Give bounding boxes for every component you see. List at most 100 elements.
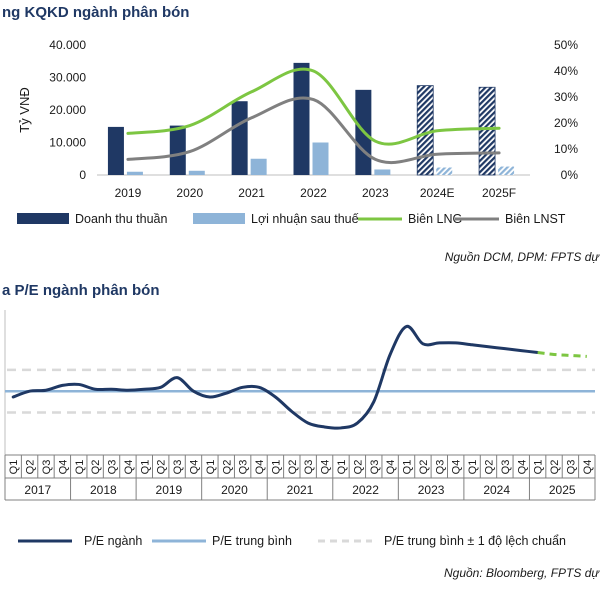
bar-profit-2024E — [436, 167, 453, 175]
chart1-left-axis: 0 10.000 20.000 30.000 40.000 — [49, 38, 86, 182]
legend-label-pe-avg: P/E trung bình — [212, 534, 292, 548]
chart2-year-label: 2020 — [221, 483, 248, 497]
chart1-y-tick: 40.000 — [49, 38, 86, 52]
chart1-x-tick: 2024E — [420, 186, 455, 200]
chart2-quarter-label: Q2 — [221, 460, 233, 475]
bar-profit-2022 — [312, 142, 329, 175]
chart1-y2-tick: 10% — [554, 142, 578, 156]
chart1-x-tick: 2022 — [300, 186, 327, 200]
bar-profit-2019 — [126, 171, 143, 175]
bar-profit-2023 — [374, 169, 391, 175]
chart1-title: ng KQKD ngành phân bón — [2, 4, 189, 21]
line-net-margin — [126, 96, 501, 165]
chart2-year-label: 2017 — [24, 483, 51, 497]
legend-label-pe: P/E ngành — [84, 534, 142, 548]
bar-revenue-2021 — [231, 101, 248, 175]
chart2-quarter-label: Q3 — [565, 460, 577, 475]
chart1-y2-tick: 50% — [554, 38, 578, 52]
chart2-quarter-label: Q4 — [188, 460, 200, 475]
bar-revenue-2022 — [293, 62, 310, 175]
chart1-y-tick: 10.000 — [49, 136, 86, 150]
chart2-quarter-label: Q4 — [451, 460, 463, 475]
chart2-quarter-label: Q3 — [107, 460, 119, 475]
chart2-quarter-label: Q4 — [254, 460, 266, 475]
chart2-quarter-label: Q4 — [516, 460, 528, 475]
chart2-quarter-label: Q1 — [8, 460, 20, 475]
chart1-source: Nguồn DCM, DPM: FPTS dự — [445, 250, 600, 264]
bar-revenue-2020 — [169, 125, 186, 175]
chart2-quarter-label: Q2 — [549, 460, 561, 475]
chart2-quarter-label: Q4 — [320, 460, 332, 475]
chart2-quarter-label: Q2 — [90, 460, 102, 475]
pe-forecast-line — [537, 351, 587, 358]
chart2-quarter-label: Q1 — [74, 460, 86, 475]
chart2-title: a P/E ngành phân bón — [2, 282, 160, 299]
legend-label-net-margin: Biên LNST — [505, 212, 566, 226]
chart2-quarter-label: Q3 — [41, 460, 53, 475]
chart2-quarter-label: Q1 — [336, 460, 348, 475]
chart2-quarter-label: Q3 — [500, 460, 512, 475]
chart1-ylabel: Tỷ VNĐ — [17, 87, 32, 133]
chart1-x-tick: 2020 — [176, 186, 203, 200]
chart2-year-label: 2023 — [418, 483, 445, 497]
chart2-source: Nguồn: Bloomberg, FPTS dự — [444, 566, 600, 580]
chart2-quarter-label: Q1 — [533, 460, 545, 475]
chart2-quarter-label: Q4 — [582, 460, 594, 475]
chart2-year-label: 2018 — [90, 483, 117, 497]
chart2-quarter-label: Q3 — [369, 460, 381, 475]
chart1-bars — [107, 62, 515, 176]
chart2-quarter-label: Q1 — [139, 460, 151, 475]
chart2-reference-lines — [5, 368, 595, 414]
chart2-quarter-label: Q2 — [352, 460, 364, 475]
chart1-y2-tick: 30% — [554, 90, 578, 104]
chart1-right-axis: 0% 10% 20% 30% 40% 50% — [554, 38, 578, 182]
bar-revenue-2025F — [478, 86, 496, 176]
chart1-y2-tick: 0% — [561, 168, 579, 182]
chart2-x-axis: Q1 Q2 Q3 Q4 Q1 Q2 Q3 Q4 Q1 Q2 Q3 Q4 Q1 Q2 Q3 Q4 Q1 Q2 Q3 Q4… — [4, 454, 596, 501]
chart2-year-label: 2024 — [483, 483, 510, 497]
bar-profit-2020 — [188, 170, 205, 175]
chart2-quarter-label: Q2 — [418, 460, 430, 475]
chart2-year-label: 2021 — [287, 483, 314, 497]
chart2-quarter-label: Q4 — [123, 460, 135, 475]
legend-label-profit: Lợi nhuận sau thuế — [251, 212, 359, 226]
chart1-y2-tick: 40% — [554, 64, 578, 78]
chart2-pe-line — [11, 324, 587, 430]
chart1-x-tick: 2019 — [115, 186, 142, 200]
chart1-y-tick: 20.000 — [49, 103, 86, 117]
chart2-quarter-label: Q2 — [156, 460, 168, 475]
chart2-quarter-label: Q4 — [385, 460, 397, 475]
chart2-quarter-label: Q3 — [434, 460, 446, 475]
chart2-quarter-label: Q2 — [25, 460, 37, 475]
pe-industry-line — [11, 324, 540, 430]
chart2-quarter-label: Q3 — [172, 460, 184, 475]
bar-profit-2021 — [250, 158, 267, 175]
chart2-year-label: 2022 — [352, 483, 379, 497]
legend-swatch-revenue — [17, 213, 69, 224]
chart1-y-tick: 0 — [79, 168, 86, 182]
chart1-legend: Doanh thu thuần Lợi nhuận sau thuế Biên … — [17, 212, 566, 226]
legend-label-gross-margin: Biên LNG — [408, 212, 462, 226]
legend-label-pe-band: P/E trung bình ± 1 độ lệch chuẩn — [384, 534, 566, 548]
chart2-quarter-label: Q3 — [303, 460, 315, 475]
chart1-x-tick: 2023 — [362, 186, 389, 200]
line-gross-margin — [126, 67, 501, 146]
chart1-y2-tick: 20% — [554, 116, 578, 130]
chart2-quarter-label: Q2 — [483, 460, 495, 475]
legend-label-revenue: Doanh thu thuần — [75, 212, 167, 226]
chart2-year-label: 2025 — [549, 483, 576, 497]
bar-revenue-2019 — [107, 126, 124, 175]
legend-swatch-profit — [193, 213, 245, 224]
bar-profit-2025F — [498, 166, 515, 175]
chart1-x-axis: 2019 2020 2021 2022 2023 2024E 2025F — [115, 186, 517, 200]
chart2-quarter-label: Q3 — [238, 460, 250, 475]
chart1-lines — [126, 67, 501, 165]
chart2-quarter-label: Q1 — [270, 460, 282, 475]
chart2-quarter-label: Q1 — [205, 460, 217, 475]
chart1-x-tick: 2025F — [482, 186, 516, 200]
chart1-x-tick: 2021 — [238, 186, 265, 200]
chart2-year-label: 2019 — [156, 483, 183, 497]
chart2-quarter-label: Q4 — [57, 460, 69, 475]
chart2-quarter-label: Q2 — [287, 460, 299, 475]
